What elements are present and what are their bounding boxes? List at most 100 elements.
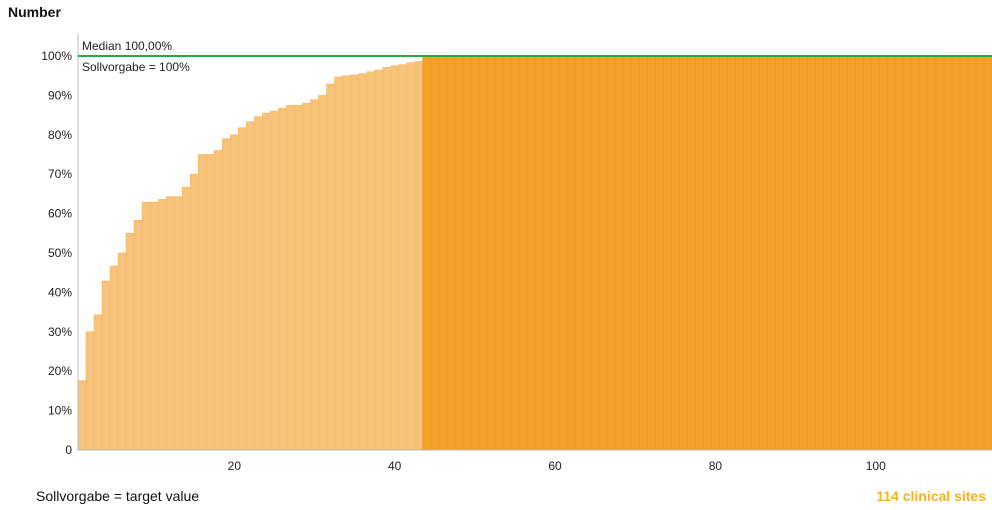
bar [141,201,151,451]
bar [318,95,327,451]
bar [214,150,223,451]
x-tick-label: 40 [388,459,402,473]
bar [871,55,881,451]
bar [326,83,335,451]
bar [534,55,544,451]
bar [334,76,343,451]
y-tick-label: 50% [48,246,72,260]
bar [230,134,239,451]
bar [398,64,408,451]
bar [983,55,992,451]
bar [382,67,391,451]
bar [582,55,592,451]
bar [374,69,383,451]
bar [197,154,207,451]
bar [574,55,584,451]
bar [310,99,319,451]
bar [510,55,520,451]
bar [246,121,255,451]
bar [406,62,416,451]
y-tick-label: 100% [41,49,72,63]
target-label: Sollvorgabe = 100% [82,60,190,74]
bar [254,116,263,451]
bar [831,55,840,451]
bar [93,314,103,451]
bar [670,55,680,451]
x-tick-label: 80 [709,459,723,473]
bar [662,55,672,451]
bar [799,55,808,451]
bar [807,55,816,451]
bar [703,55,712,451]
bar [157,199,167,451]
bar [679,55,688,451]
bar [205,154,215,451]
y-tick-label: 0 [65,443,72,457]
bar [839,55,848,451]
y-tick-label: 90% [48,88,72,102]
bar [542,55,552,451]
bar [815,55,824,451]
y-tick-label: 10% [48,404,72,418]
bar [879,55,889,451]
bar [566,55,576,451]
bar [735,55,744,451]
y-tick-label: 20% [48,364,72,378]
bar [743,55,752,451]
bar [109,265,119,451]
bar [783,55,792,451]
bar [278,108,287,451]
bar [959,55,969,451]
bar [366,71,375,451]
site-count-label: 114 clinical sites [876,488,986,504]
bar [943,55,953,451]
bar [622,55,632,451]
bar [101,280,111,451]
bar [454,55,464,451]
bar [630,55,640,451]
bar [222,138,231,451]
bar [646,55,656,451]
bar [77,380,87,451]
bar [270,110,279,451]
bar [165,196,175,451]
bar [262,112,271,451]
bar [125,233,135,451]
bar [558,55,568,451]
bar [414,61,424,451]
y-tick-label: 80% [48,128,72,142]
bar [614,55,624,451]
median-label: Median 100,00% [82,39,172,53]
bar [606,55,616,451]
bar [189,173,199,451]
bar [173,196,183,451]
y-tick-label: 70% [48,167,72,181]
bar [446,55,456,451]
bar [855,55,865,451]
y-tick-label: 30% [48,325,72,339]
bar [302,102,311,451]
bar [494,55,504,451]
bar [823,55,832,451]
bar [422,55,432,451]
y-tick-label: 60% [48,207,72,221]
bar [117,252,127,451]
bar [294,104,303,451]
bar [719,55,728,451]
bar [975,55,985,451]
bar [695,55,704,451]
bar [654,55,664,451]
bar [967,55,977,451]
bar [390,65,399,451]
bar [638,55,648,451]
bar [486,55,496,451]
bar [470,55,480,451]
bar [919,55,929,451]
bar [935,55,945,451]
bar [863,55,873,451]
y-tick-label: 40% [48,285,72,299]
bar [951,55,961,451]
bar [550,55,560,451]
chart-title: Number [8,4,61,20]
